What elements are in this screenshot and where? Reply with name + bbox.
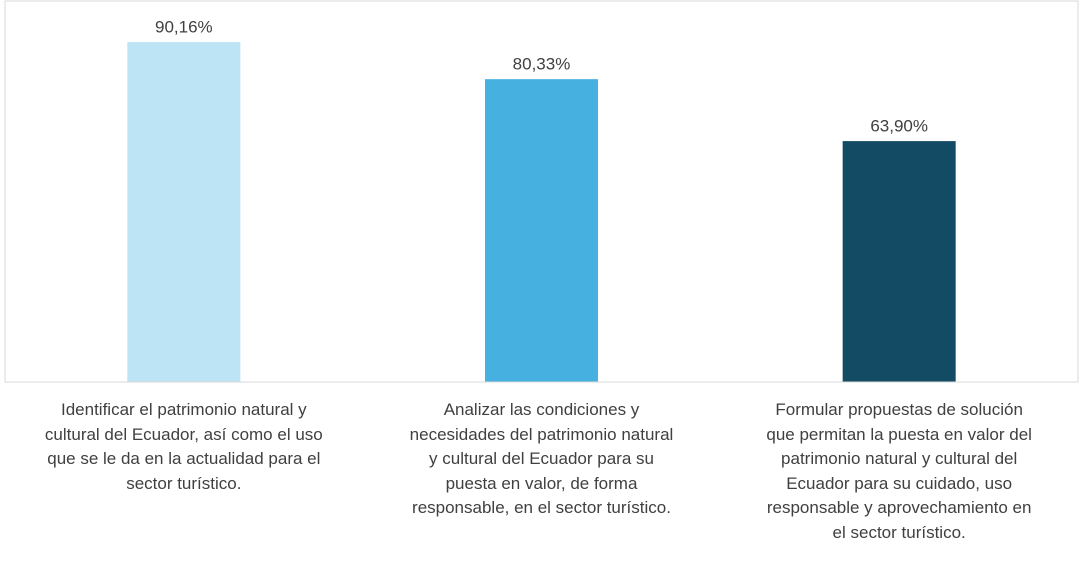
bar [127, 42, 241, 382]
chart: 90,16% 80,33% 63,90% [4, 0, 1079, 383]
value-label: 90,16% [155, 18, 213, 37]
value-label: 63,90% [870, 117, 928, 136]
bar [484, 79, 599, 383]
bar [842, 141, 956, 382]
x-tick-label: Analizar las condiciones y necesidades d… [409, 400, 674, 517]
value-label: 80,33% [513, 55, 571, 74]
x-tick-label: Identificar el patrimonio natural y cult… [44, 400, 323, 493]
x-tick-label: Formular propuestas de solución que perm… [766, 400, 1032, 542]
